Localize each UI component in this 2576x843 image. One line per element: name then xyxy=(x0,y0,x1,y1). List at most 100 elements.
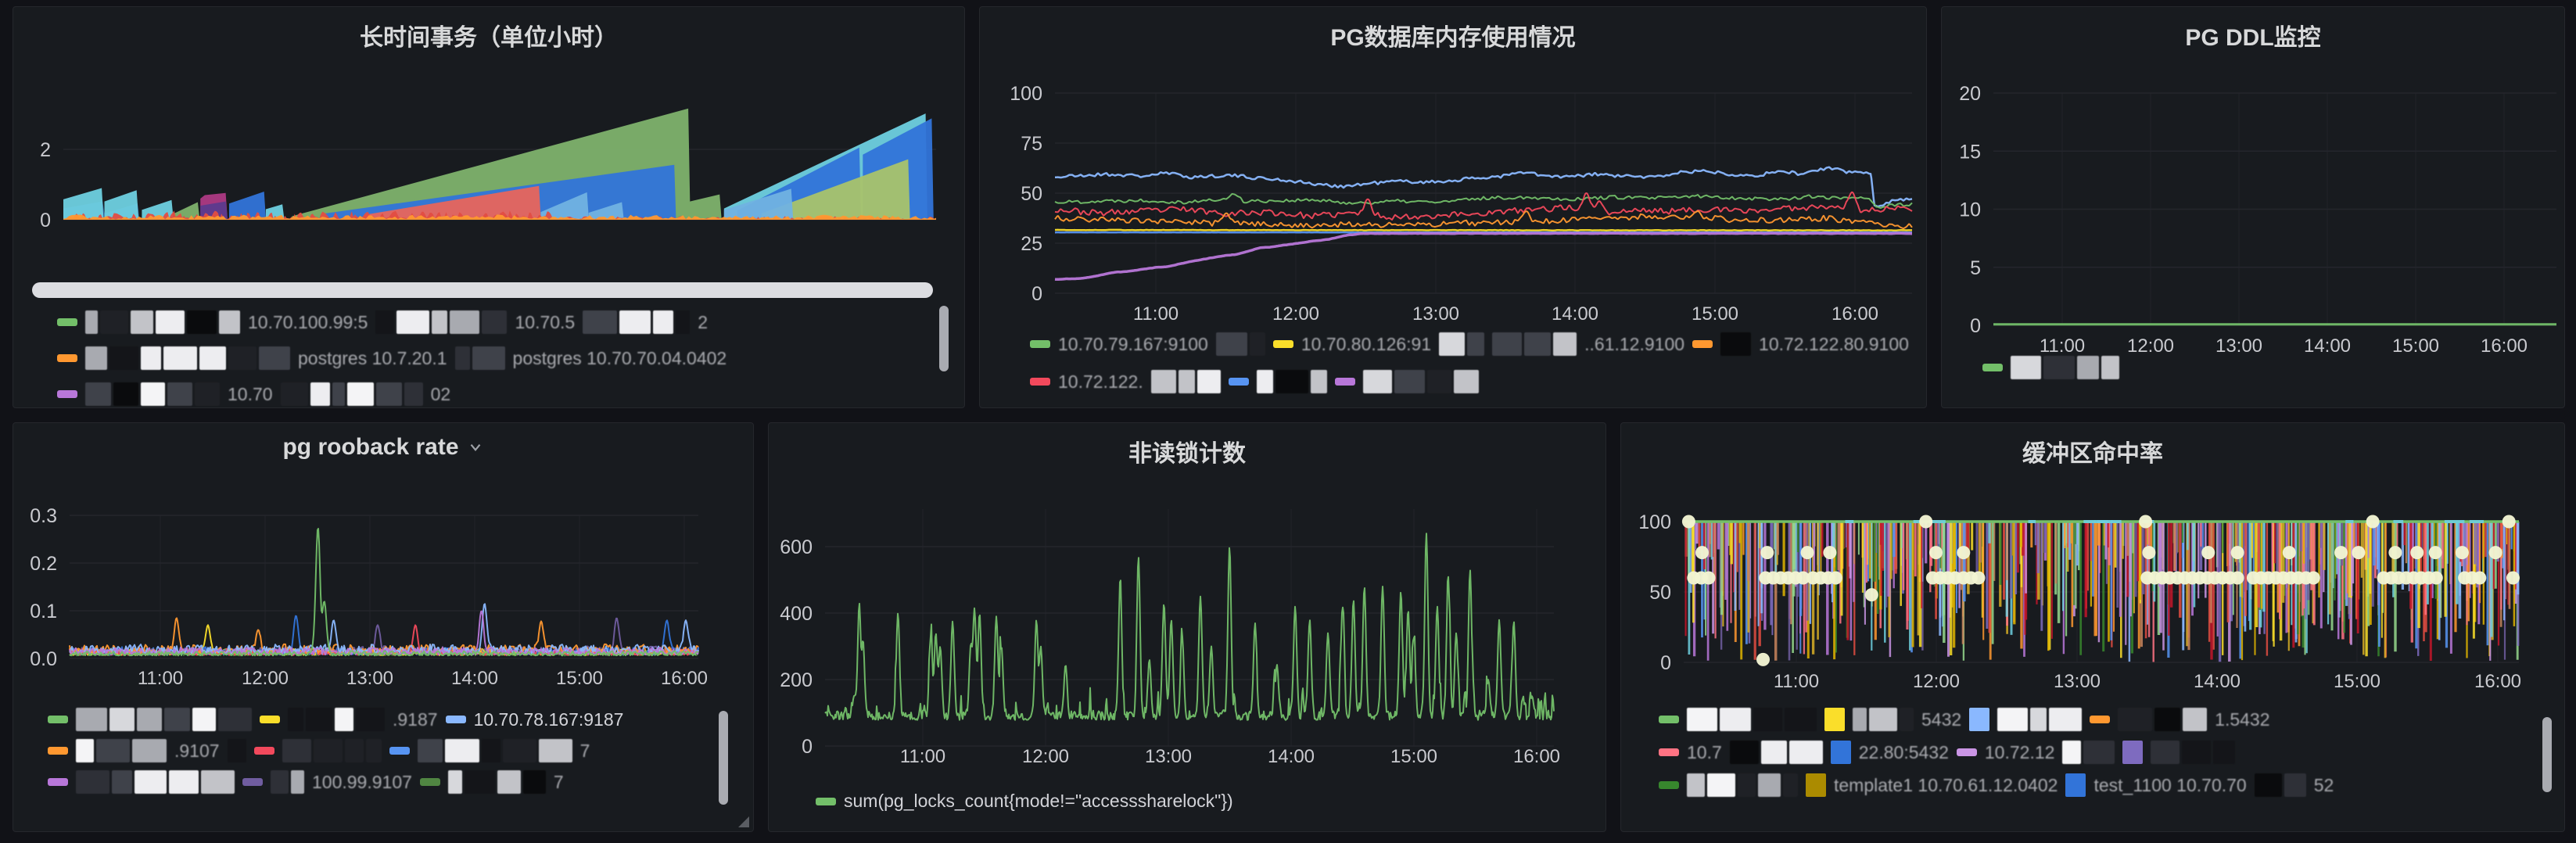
redaction-block xyxy=(76,770,109,794)
legend-row[interactable]: 10.70 02 xyxy=(57,382,727,406)
redaction-block xyxy=(1439,332,1466,356)
svg-text:0: 0 xyxy=(40,210,51,231)
redaction-block xyxy=(1362,370,1392,393)
redaction-block xyxy=(2213,741,2236,764)
legend-label[interactable]: 10.72.122.80.9100 xyxy=(1759,333,1909,354)
redaction-block xyxy=(2151,741,2180,764)
legend-vertical-scrollbar[interactable] xyxy=(719,711,728,805)
redaction-block xyxy=(1492,332,1523,356)
legend-row[interactable]: 10.72.122. xyxy=(1030,370,1909,393)
legend-redacted-text xyxy=(85,382,220,406)
legend-row[interactable]: .9107 7 xyxy=(48,739,623,762)
legend-series-swatch xyxy=(48,747,68,755)
rollback-rate-chart[interactable]: 11:00 12:00 13:00 14:00 15:00 16:00 0.0 0.1 0.2 0… xyxy=(13,423,753,831)
legend-label[interactable]: postgres 10.70.70.04.0402 xyxy=(512,347,727,368)
legend-row[interactable]: 10.70.79.167:9100 10.70.80.126:91 ..61.12.… xyxy=(1030,332,1909,356)
legend-label[interactable]: 2 xyxy=(698,311,709,332)
legend-redacted-text xyxy=(2254,773,2306,797)
legend-label[interactable]: 10.70.79.167:9100 xyxy=(1058,333,1208,354)
svg-text:0.0: 0.0 xyxy=(30,648,57,670)
legend-label[interactable]: postgres 10.7.20.1 xyxy=(298,347,447,368)
legend-label[interactable]: .9187 xyxy=(393,708,438,730)
redaction-block xyxy=(141,346,161,370)
redaction-block xyxy=(1869,708,1897,731)
legend-label[interactable]: 22.80:5432 xyxy=(1858,741,1949,762)
svg-text:15:00: 15:00 xyxy=(556,668,603,689)
panel-title[interactable]: 长时间事务（单位小时） xyxy=(13,18,964,52)
redaction-block xyxy=(199,346,226,370)
legend-label[interactable]: test_1100 10.70.70 xyxy=(2093,774,2247,795)
buffer-hit-rate-chart[interactable]: 11:00 12:00 13:00 14:00 15:00 16:00 0 50 100 xyxy=(1621,423,2564,831)
legend-label[interactable]: 1.5432 xyxy=(2215,708,2270,730)
legend-label[interactable]: 10.7 xyxy=(1687,741,1722,762)
pg-memory-chart[interactable]: 11:00 12:00 13:00 14:00 15:00 16:00 0 25 50 75 100 xyxy=(980,7,1926,407)
redaction-block xyxy=(76,708,107,731)
legend-row[interactable]: 10.7 22.80:5432 10.72.12 xyxy=(1659,741,2334,764)
legend-label[interactable]: .9107 xyxy=(174,740,220,761)
legend-series-swatch xyxy=(445,716,466,723)
redaction-block xyxy=(1394,370,1425,393)
legend-label[interactable]: sum(pg_locks_count{mode!="accessshareloc… xyxy=(844,791,1233,811)
legend-label[interactable]: 52 xyxy=(2313,774,2334,795)
svg-text:0.3: 0.3 xyxy=(30,505,57,527)
legend-row[interactable]: template1 10.70.61.12.0402 test_1100 10.7… xyxy=(1659,773,2334,797)
long-transactions-chart[interactable]: 02 xyxy=(13,7,964,407)
svg-text:400: 400 xyxy=(780,603,813,625)
redaction-block xyxy=(1788,741,1823,764)
legend-series-swatch xyxy=(1659,781,1679,789)
legend-label[interactable]: ..61.12.9100 xyxy=(1584,333,1685,354)
legend-label[interactable]: 7 xyxy=(579,740,590,761)
redaction-block xyxy=(167,382,192,406)
legend-vertical-scrollbar[interactable] xyxy=(2542,717,2552,792)
redaction-block xyxy=(1467,332,1485,356)
legend-row[interactable] xyxy=(1982,356,2119,379)
svg-text:11:00: 11:00 xyxy=(1774,671,1819,692)
legend-label[interactable]: template1 10.70.61.12.0402 xyxy=(1834,774,2058,795)
legend-label[interactable]: 5432 xyxy=(1921,708,1962,730)
chevron-down-icon[interactable] xyxy=(467,439,484,456)
legend-label[interactable]: 10.70.78.167:9187 xyxy=(473,708,624,730)
legend-label[interactable]: 10.72.12 xyxy=(1984,741,2055,762)
redaction-block xyxy=(1720,708,1751,731)
panel-title[interactable]: 非读锁计数 xyxy=(769,434,1606,468)
legend-label[interactable]: 100.99.9107 xyxy=(312,771,412,792)
legend-label[interactable]: 10.70 xyxy=(228,383,273,404)
panel-title[interactable]: pg rooback rate xyxy=(13,434,753,461)
non-read-locks-chart[interactable]: 11:00 12:00 13:00 14:00 15:00 16:00 0 200 400 600 xyxy=(769,423,1606,831)
redaction-block xyxy=(417,739,443,762)
panel-non-read-locks: 非读锁计数 11:00 12:00 13:00 14:00 15:00 16:00 0 200… xyxy=(768,422,1606,832)
panel-resize-handle[interactable] xyxy=(738,816,749,827)
legend-row[interactable]: 5432 1.5432 xyxy=(1659,708,2334,731)
panel-title[interactable]: PG DDL监控 xyxy=(1942,18,2564,52)
legend-horizontal-scrollbar[interactable] xyxy=(32,282,933,298)
legend-redacted-text xyxy=(454,346,505,370)
legend-row[interactable]: .9187 10.70.78.167:9187 xyxy=(48,708,623,731)
svg-text:12:00: 12:00 xyxy=(1272,303,1319,325)
redaction-block xyxy=(109,708,135,731)
legend-row[interactable]: sum(pg_locks_count{mode!="accessshareloc… xyxy=(816,791,1233,812)
redaction-block xyxy=(291,770,304,794)
legend-vertical-scrollbar[interactable] xyxy=(939,306,949,371)
redaction-block xyxy=(288,708,303,731)
redaction-block xyxy=(332,382,345,406)
legend-label[interactable]: 10.70.100.99:5 xyxy=(248,311,368,332)
panel-title[interactable]: 缓冲区命中率 xyxy=(1621,434,2564,468)
redaction-block xyxy=(346,382,374,406)
legend-row[interactable]: 10.70.100.99:5 10.70.5 2 xyxy=(57,310,727,334)
legend-row[interactable]: 100.99.9107 7 xyxy=(48,770,623,794)
redaction-block xyxy=(141,382,165,406)
legend-label[interactable]: 10.72.122. xyxy=(1058,371,1143,392)
svg-text:0: 0 xyxy=(1660,652,1671,674)
legend-label[interactable]: 10.70.80.126:91 xyxy=(1301,333,1432,354)
legend-series-swatch xyxy=(260,716,280,723)
legend-label[interactable]: 10.70.5 xyxy=(515,311,576,332)
panel-title[interactable]: PG数据库内存使用情况 xyxy=(980,18,1926,52)
legend-redacted-text xyxy=(227,739,246,762)
pg-ddl-chart[interactable]: 11:00 12:00 13:00 14:00 15:00 16:00 0 5 10 15 20 xyxy=(1942,7,2564,407)
legend-label[interactable]: 7 xyxy=(553,771,564,792)
legend-color-block xyxy=(2122,741,2144,764)
legend-row[interactable]: postgres 10.7.20.1 postgres 10.70.70.04.0… xyxy=(57,346,727,370)
svg-text:600: 600 xyxy=(780,536,813,558)
legend-label[interactable]: 02 xyxy=(430,383,451,404)
